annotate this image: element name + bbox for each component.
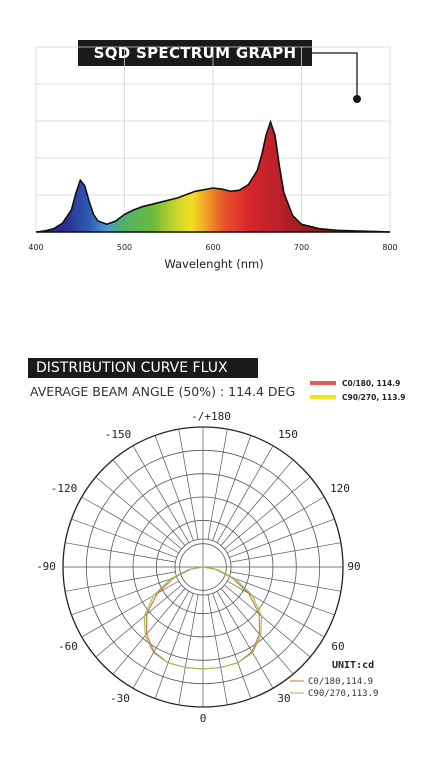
polar-spoke bbox=[220, 459, 294, 546]
polar-spoke bbox=[224, 584, 311, 658]
polar-spoke bbox=[112, 588, 186, 675]
polar-label: -90 bbox=[36, 560, 56, 573]
polar-label: 60 bbox=[331, 640, 344, 653]
spectrum-outline bbox=[35, 119, 391, 233]
polar-spoke bbox=[81, 496, 179, 554]
polar-spoke bbox=[229, 518, 335, 558]
polar-spoke bbox=[154, 593, 194, 699]
polar-spoke bbox=[224, 476, 311, 550]
polar-label: 120 bbox=[330, 482, 350, 495]
legend-swatch-c0 bbox=[310, 381, 336, 385]
spectrum-area bbox=[36, 122, 390, 232]
callout-dot bbox=[353, 95, 361, 103]
polar-spoke bbox=[216, 591, 274, 689]
polar-spoke bbox=[207, 594, 228, 705]
polar-label: 0 bbox=[200, 712, 207, 725]
polar-spoke bbox=[71, 518, 177, 558]
polar-label: 30 bbox=[277, 692, 290, 705]
polar-label: -30 bbox=[110, 692, 130, 705]
polar-angle-labels: -/+180 -150 150 -120 120 -90 90 -60 60 -30 30 0 bbox=[36, 410, 361, 725]
beam-angle-text: AVERAGE BEAM ANGLE (50%) : 114.4 DEG bbox=[30, 384, 296, 399]
polar-spoke bbox=[207, 429, 228, 540]
legend-label-c0: C0/180, 114.9 bbox=[342, 379, 401, 388]
spectrum-area-group bbox=[35, 119, 391, 233]
polar-spoke bbox=[112, 459, 186, 546]
spectrum-title: SQD SPECTRUM GRAPH bbox=[78, 40, 312, 66]
polar-spoke bbox=[71, 576, 177, 616]
polar-spoke bbox=[227, 496, 325, 554]
polar-spoke bbox=[178, 594, 199, 705]
polar-curves bbox=[143, 566, 263, 670]
legend-bottom-c0: C0/180,114.9 bbox=[308, 677, 373, 687]
spectrum-x-label: Wavelenght (nm) bbox=[164, 257, 263, 271]
polar-spoke bbox=[81, 580, 179, 638]
polar-label: -/+180 bbox=[191, 410, 231, 423]
polar-chart: -/+180 -150 150 -120 120 -90 90 -60 60 -30 30 0 UNI… bbox=[36, 410, 378, 725]
polar-spoke bbox=[178, 429, 199, 540]
polar-spoke bbox=[229, 576, 335, 616]
spectrum-x-ticks: 400 500 600 700 800 bbox=[28, 243, 397, 252]
polar-label: 90 bbox=[347, 560, 360, 573]
spectrum-chart: 400 500 600 700 800 Wavelenght (nm) bbox=[28, 46, 398, 271]
polar-grid bbox=[62, 426, 344, 708]
polar-series-1 bbox=[143, 566, 263, 670]
polar-spoke bbox=[132, 591, 190, 689]
polar-spoke bbox=[227, 580, 325, 638]
polar-label: 150 bbox=[278, 428, 298, 441]
legend-label-c90: C90/270, 113.9 bbox=[342, 393, 406, 402]
polar-spoke bbox=[230, 542, 341, 563]
distribution-title: DISTRIBUTION CURVE FLUX bbox=[28, 358, 258, 378]
polar-spoke bbox=[212, 593, 252, 699]
spectrum-tick-800: 800 bbox=[382, 243, 397, 252]
polar-spoke bbox=[230, 571, 341, 592]
spectrum-grid bbox=[35, 46, 391, 233]
polar-spoke bbox=[216, 445, 274, 543]
polar-spoke bbox=[65, 542, 176, 563]
legend-swatch-c90 bbox=[310, 395, 336, 399]
polar-spoke bbox=[154, 435, 194, 541]
spectrum-tick-500: 500 bbox=[117, 243, 132, 252]
polar-spoke bbox=[220, 588, 294, 675]
callout-line bbox=[312, 52, 358, 99]
unit-label: UNIT:cd bbox=[332, 660, 374, 671]
polar-label: -120 bbox=[51, 482, 78, 495]
polar-spoke bbox=[95, 584, 182, 658]
spectrum-tick-700: 700 bbox=[294, 243, 309, 252]
spectrum-tick-400: 400 bbox=[28, 243, 43, 252]
polar-spoke bbox=[65, 571, 176, 592]
polar-spoke bbox=[132, 445, 190, 543]
polar-spoke bbox=[212, 435, 252, 541]
spectrum-tick-600: 600 bbox=[205, 243, 220, 252]
polar-spoke bbox=[95, 476, 182, 550]
polar-label: -60 bbox=[58, 640, 78, 653]
polar-label: -150 bbox=[105, 428, 132, 441]
legend-bottom-c90: C90/270,113.9 bbox=[308, 689, 378, 699]
